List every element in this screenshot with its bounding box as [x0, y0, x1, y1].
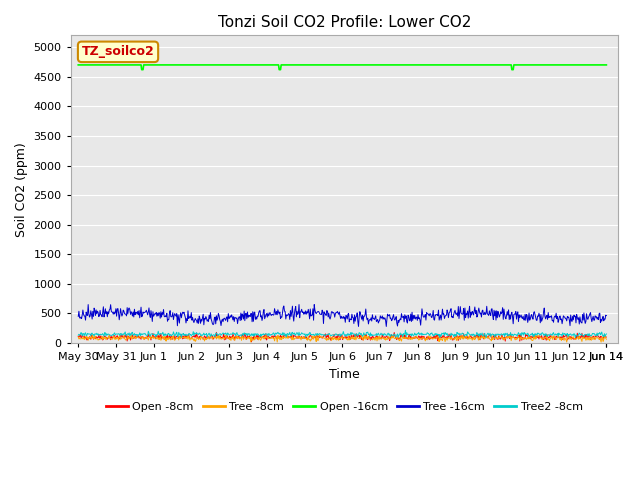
Open -8cm	[248, 339, 255, 345]
Tree2 -8cm	[402, 327, 410, 333]
Open -8cm	[383, 333, 390, 339]
Line: Open -16cm: Open -16cm	[78, 65, 606, 70]
Line: Open -8cm: Open -8cm	[78, 332, 606, 342]
Tree -16cm	[108, 308, 115, 314]
Line: Tree2 -8cm: Tree2 -8cm	[78, 330, 606, 337]
Open -8cm	[602, 334, 610, 340]
Open -16cm	[138, 67, 145, 72]
Tree2 -8cm	[436, 335, 444, 340]
Tree -8cm	[597, 339, 605, 345]
Tree -8cm	[395, 337, 403, 343]
Open -8cm	[531, 335, 538, 340]
Tree2 -8cm	[107, 332, 115, 338]
Open -16cm	[107, 62, 115, 68]
Tree -16cm	[84, 301, 92, 307]
Title: Tonzi Soil CO2 Profile: Lower CO2: Tonzi Soil CO2 Profile: Lower CO2	[218, 15, 471, 30]
Line: Tree -8cm: Tree -8cm	[78, 335, 606, 342]
Y-axis label: Soil CO2 (ppm): Soil CO2 (ppm)	[15, 142, 28, 237]
Legend: Open -8cm, Tree -8cm, Open -16cm, Tree -16cm, Tree2 -8cm: Open -8cm, Tree -8cm, Open -16cm, Tree -…	[101, 398, 588, 417]
Tree2 -8cm	[602, 331, 610, 337]
Tree -8cm	[475, 337, 483, 343]
Text: TZ_soilco2: TZ_soilco2	[82, 45, 154, 59]
Open -16cm	[476, 62, 483, 68]
Tree2 -8cm	[531, 334, 538, 339]
Tree -8cm	[411, 335, 419, 340]
Open -8cm	[74, 334, 82, 339]
Tree -8cm	[74, 334, 82, 340]
Tree2 -8cm	[395, 332, 403, 338]
Tree -16cm	[602, 312, 610, 318]
Open -8cm	[412, 334, 420, 340]
Tree -8cm	[107, 336, 115, 342]
Tree -16cm	[383, 324, 390, 329]
Open -8cm	[476, 337, 484, 343]
Tree2 -8cm	[476, 330, 484, 336]
Tree -8cm	[381, 335, 388, 341]
Open -16cm	[74, 62, 82, 68]
Tree -16cm	[355, 324, 362, 329]
Tree2 -8cm	[381, 331, 388, 337]
Tree -16cm	[74, 313, 82, 319]
Open -16cm	[396, 62, 403, 68]
Open -16cm	[412, 62, 419, 68]
Tree -16cm	[531, 309, 538, 314]
X-axis label: Time: Time	[329, 368, 360, 381]
Open -16cm	[382, 62, 390, 68]
Open -8cm	[396, 336, 404, 342]
Tree -16cm	[412, 315, 420, 321]
Open -8cm	[107, 337, 115, 343]
Tree2 -8cm	[74, 332, 82, 338]
Tree -8cm	[506, 332, 514, 338]
Tree -16cm	[476, 311, 484, 317]
Open -8cm	[212, 329, 220, 335]
Tree -8cm	[530, 334, 538, 339]
Tree2 -8cm	[412, 332, 419, 338]
Line: Tree -16cm: Tree -16cm	[78, 304, 606, 326]
Open -16cm	[602, 62, 610, 68]
Open -16cm	[530, 62, 538, 68]
Tree -16cm	[396, 316, 404, 322]
Tree -8cm	[602, 336, 610, 342]
